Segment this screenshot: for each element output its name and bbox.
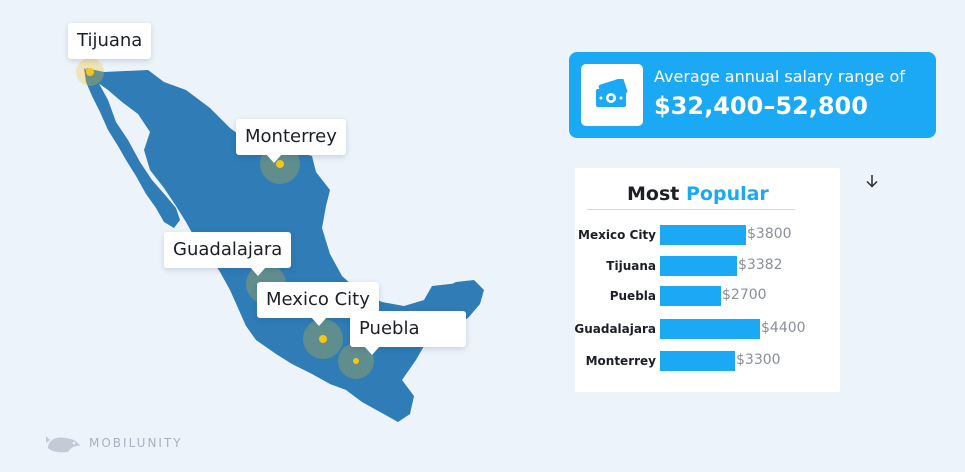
most-popular-card: Most Popular Mexico City $3800 Tijuana $338… — [574, 168, 840, 392]
bar-row: Mexico City $3800 — [575, 225, 840, 247]
marker-mexicocity — [319, 335, 327, 343]
marker-tijuana — [86, 68, 94, 76]
title-divider — [587, 209, 795, 210]
city-label-guadalajara: Guadalajara — [164, 232, 292, 276]
city-label-tijuana: Tijuana — [68, 23, 152, 59]
title-popular: Popular — [685, 183, 769, 205]
most-popular-title: Most Popular — [627, 183, 769, 205]
bar-row: Guadalajara $4400 — [574, 319, 840, 341]
bar-row: Monterrey $3300 — [575, 351, 840, 373]
bar-city-label: Mexico City — [578, 228, 656, 242]
bar-row: Tijuana $3382 — [575, 256, 840, 278]
bar — [660, 319, 760, 339]
bar-city-label: Puebla — [609, 289, 656, 303]
bar — [660, 351, 735, 371]
bar — [660, 256, 737, 276]
city-label-monterrey: Monterrey — [236, 119, 346, 163]
baja-california — [84, 68, 180, 228]
title-most: Most — [627, 183, 680, 205]
salary-bars: Mexico City $3800 Tijuana $3382 Puebla $2700 G… — [574, 168, 840, 392]
bar-value-label: $2700 — [722, 287, 767, 303]
salary-value: $32,400–52,800 — [654, 92, 868, 120]
bar-value-label: $3300 — [736, 352, 781, 368]
bar-city-label: Tijuana — [606, 259, 656, 273]
money-icon — [596, 79, 628, 107]
down-arrow-icon — [866, 175, 878, 188]
salary-range-card: Average annual salary range of $32,400–5… — [569, 52, 936, 138]
bar — [660, 286, 721, 306]
bar-city-label: Guadalajara — [574, 322, 656, 336]
salary-caption: Average annual salary range of — [654, 67, 905, 86]
whale-logo-icon — [46, 436, 80, 453]
bar-city-label: Monterrey — [585, 354, 656, 368]
city-label-puebla: Puebla — [350, 311, 466, 355]
money-icon-box — [581, 64, 643, 126]
bar-row: Puebla $2700 — [575, 286, 840, 308]
bar — [660, 225, 746, 245]
brand-name: MOBILUNITY — [89, 436, 183, 450]
bar-value-label: $3800 — [747, 226, 792, 242]
bar-value-label: $4400 — [761, 320, 806, 336]
bar-value-label: $3382 — [738, 257, 783, 273]
marker-puebla — [353, 358, 359, 364]
